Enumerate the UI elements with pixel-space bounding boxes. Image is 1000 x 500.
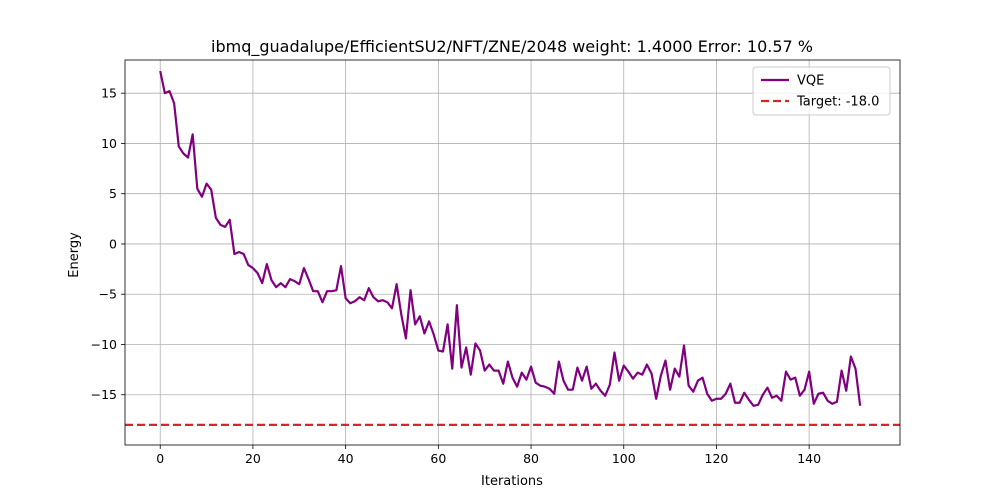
y-tick-label: 10	[101, 136, 117, 151]
legend-label: VQE	[797, 74, 824, 89]
y-tick-label: 0	[109, 236, 117, 251]
y-tick-label: −10	[91, 337, 117, 352]
legend-label: Target: -18.0	[796, 95, 879, 110]
x-tick-label: 100	[612, 451, 636, 466]
x-tick-label: 140	[797, 451, 821, 466]
y-tick-label: −5	[99, 287, 117, 302]
chart-title: ibmq_guadalupe/EfficientSU2/NFT/ZNE/2048…	[211, 37, 813, 57]
y-tick-label: 15	[101, 86, 117, 101]
legend: VQE Target: -18.0	[752, 66, 891, 116]
y-tick-label: −15	[91, 387, 117, 402]
grid	[125, 60, 900, 445]
axes-frame	[124, 59, 901, 446]
x-tick-label: 80	[523, 451, 539, 466]
plot-area	[125, 70, 900, 426]
x-tick-label: 0	[156, 451, 164, 466]
y-axis-label: Energy	[67, 232, 82, 278]
axis-ticks: 0 20 40 60 80 100 120 140 15 10 5 0 −5 −10 −15	[91, 86, 822, 466]
vqe-series-line	[159, 70, 862, 407]
x-axis-label: Iterations	[481, 474, 543, 489]
x-tick-label: 120	[705, 451, 729, 466]
x-tick-label: 60	[430, 451, 446, 466]
x-tick-label: 20	[245, 451, 261, 466]
x-tick-label: 40	[338, 451, 354, 466]
y-tick-label: 5	[109, 186, 117, 201]
